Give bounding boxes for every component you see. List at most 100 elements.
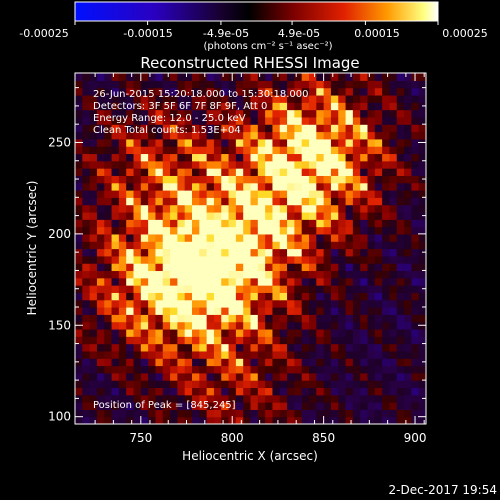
heatmap-cell bbox=[177, 307, 186, 315]
heatmap-cell bbox=[345, 226, 354, 235]
heatmap-cell bbox=[75, 270, 83, 279]
heatmap-cell bbox=[235, 204, 244, 213]
heatmap-cell bbox=[213, 365, 222, 374]
heatmap-cell bbox=[221, 138, 230, 147]
heatmap-cell bbox=[140, 204, 149, 213]
heatmap-cell bbox=[382, 307, 391, 315]
heatmap-cell bbox=[170, 285, 178, 293]
heatmap-cell bbox=[287, 307, 295, 315]
heatmap-cell bbox=[89, 94, 98, 103]
heatmap-cell bbox=[133, 365, 142, 374]
heatmap-cell bbox=[89, 292, 98, 301]
heatmap-cell bbox=[177, 299, 186, 308]
heatmap-cell bbox=[89, 307, 98, 315]
heatmap-cell bbox=[309, 409, 317, 418]
heatmap-cell bbox=[287, 241, 295, 250]
heatmap-cell bbox=[177, 146, 186, 155]
heatmap-cell bbox=[330, 73, 339, 81]
heatmap-cell bbox=[309, 131, 317, 140]
heatmap-cell bbox=[374, 270, 383, 279]
heatmap-cell bbox=[243, 73, 252, 81]
heatmap-cell bbox=[301, 336, 310, 345]
heatmap-cell bbox=[396, 321, 405, 330]
heatmap-cell bbox=[279, 190, 288, 198]
heatmap-cell bbox=[104, 387, 113, 396]
heatmap-cell bbox=[389, 160, 398, 169]
heatmap-cell bbox=[272, 168, 281, 176]
heatmap-cell bbox=[243, 204, 252, 213]
heatmap-cell bbox=[162, 292, 171, 301]
heatmap-cell bbox=[206, 219, 215, 228]
heatmap-cell bbox=[118, 226, 127, 235]
heatmap-cell bbox=[155, 138, 164, 147]
heatmap-cell bbox=[221, 219, 230, 228]
heatmap-cell bbox=[206, 241, 215, 250]
heatmap-cell bbox=[272, 73, 281, 81]
heatmap-cell bbox=[228, 116, 237, 125]
heatmap-cell bbox=[265, 365, 274, 374]
heatmap-cell bbox=[243, 307, 252, 315]
heatmap-cell bbox=[396, 168, 405, 176]
heatmap-cell bbox=[221, 190, 230, 198]
heatmap-cell bbox=[404, 248, 412, 257]
heatmap-cell bbox=[162, 182, 171, 191]
heatmap-cell bbox=[89, 80, 98, 89]
heatmap-cell bbox=[294, 241, 303, 250]
heatmap-cell bbox=[235, 299, 244, 308]
heatmap-cell bbox=[235, 109, 244, 118]
heatmap-cell bbox=[148, 190, 157, 198]
heatmap-cell bbox=[309, 109, 317, 118]
heatmap-cell bbox=[367, 175, 376, 184]
heatmap-cell bbox=[265, 307, 274, 315]
heatmap-cell bbox=[206, 336, 215, 345]
heatmap-cell bbox=[330, 409, 339, 418]
heatmap-cell bbox=[382, 343, 391, 352]
heatmap-cell bbox=[170, 380, 178, 389]
heatmap-cell bbox=[118, 277, 127, 286]
heatmap-cell bbox=[279, 124, 288, 133]
heatmap-cell bbox=[323, 328, 332, 337]
heatmap-cell bbox=[82, 131, 91, 140]
heatmap-cell bbox=[301, 416, 310, 424]
heatmap-cell bbox=[418, 402, 426, 410]
heatmap-cell bbox=[396, 146, 405, 155]
heatmap-cell bbox=[316, 168, 325, 176]
heatmap-cell bbox=[170, 387, 178, 396]
heatmap-cell bbox=[360, 182, 369, 191]
heatmap-cell bbox=[96, 80, 105, 89]
colorbar-tick-label: -0.00025 bbox=[19, 27, 68, 40]
heatmap-cell bbox=[177, 394, 186, 403]
heatmap-cell bbox=[309, 80, 317, 89]
heatmap-cell bbox=[235, 328, 244, 337]
heatmap-cell bbox=[367, 263, 376, 272]
heatmap-cell bbox=[96, 394, 105, 403]
heatmap-cell bbox=[126, 358, 135, 367]
heatmap-cell bbox=[382, 168, 391, 176]
heatmap-cell bbox=[162, 328, 171, 337]
heatmap-cell bbox=[162, 380, 171, 389]
heatmap-cell bbox=[243, 255, 252, 264]
heatmap-cell bbox=[367, 292, 376, 301]
heatmap-cell bbox=[118, 387, 127, 396]
heatmap-cell bbox=[374, 146, 383, 155]
heatmap-cell bbox=[221, 87, 230, 96]
heatmap-cell bbox=[250, 314, 259, 323]
heatmap-cell bbox=[96, 102, 105, 111]
heatmap-cell bbox=[111, 328, 120, 337]
heatmap-cell bbox=[389, 190, 398, 198]
heatmap-cell bbox=[126, 321, 135, 330]
heatmap-cell bbox=[221, 292, 230, 301]
heatmap-cell bbox=[96, 321, 105, 330]
heatmap-cell bbox=[396, 102, 405, 111]
heatmap-cell bbox=[294, 343, 303, 352]
heatmap-cell bbox=[82, 343, 91, 352]
heatmap-cell bbox=[382, 153, 391, 162]
heatmap-cell bbox=[111, 109, 120, 118]
heatmap-cell bbox=[75, 182, 83, 191]
heatmap-cell bbox=[250, 380, 259, 389]
heatmap-cell bbox=[148, 321, 157, 330]
heatmap-cell bbox=[177, 416, 186, 424]
heatmap-cell bbox=[213, 358, 222, 367]
heatmap-cell bbox=[323, 138, 332, 147]
heatmap-cell bbox=[111, 336, 120, 345]
